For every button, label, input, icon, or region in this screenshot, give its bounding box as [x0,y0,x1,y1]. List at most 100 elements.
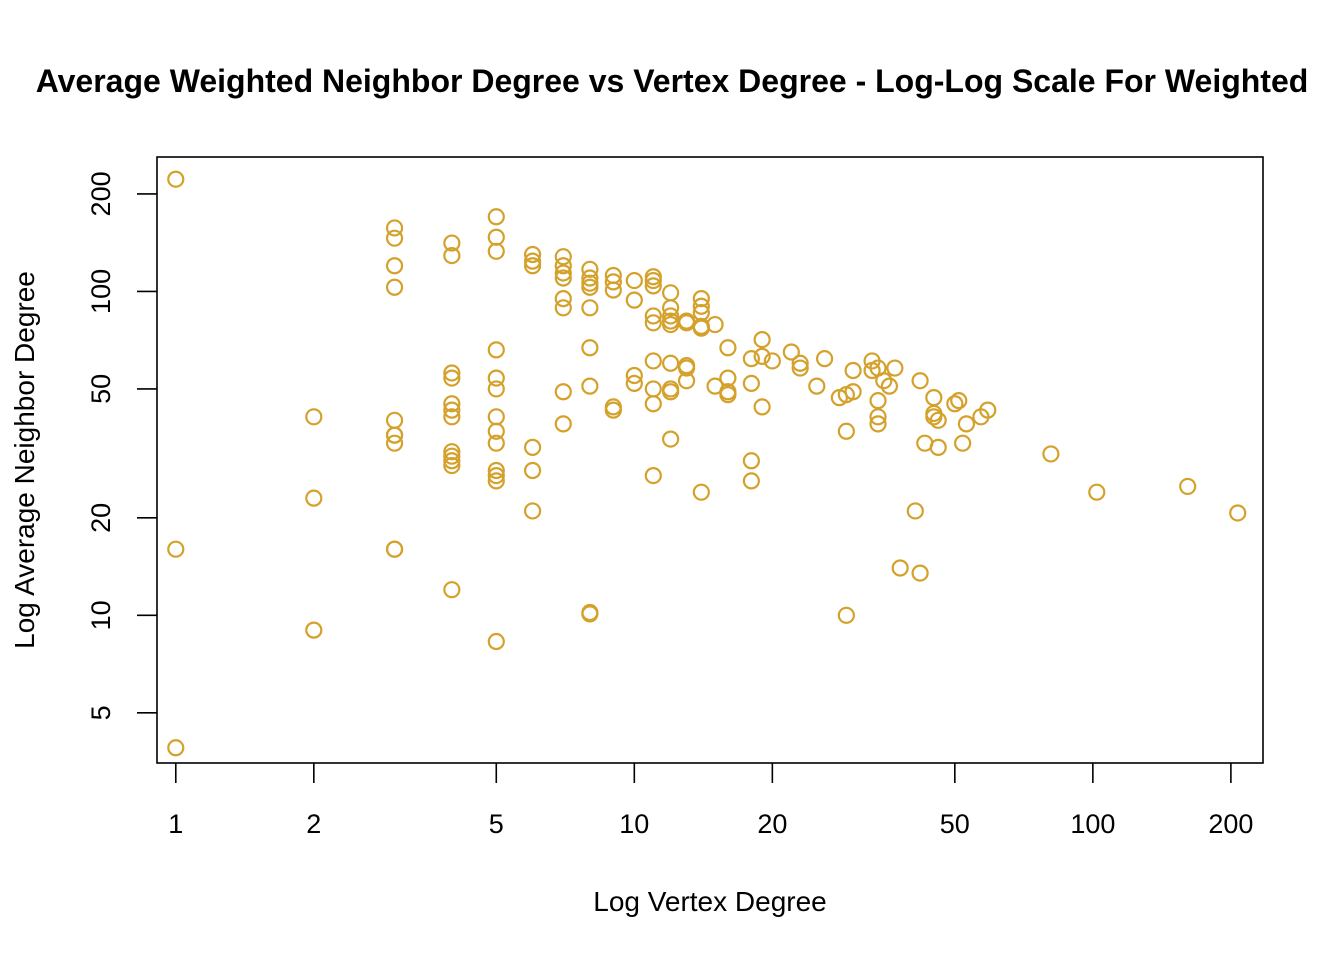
data-point [443,447,461,465]
data-point [677,359,696,377]
data-point [443,395,461,413]
data-point [167,540,185,558]
data-point [791,354,809,372]
data-point [880,377,899,395]
data-point [487,369,505,387]
data-point [891,559,909,577]
data-point [875,372,893,390]
data-point [385,229,404,247]
data-point [644,314,662,332]
data-point [925,389,943,407]
data-point [554,383,572,401]
data-point [742,472,760,490]
data-point [1229,504,1247,522]
data-point [706,315,724,334]
y-tick-label: 5 [86,705,116,720]
x-tick-label: 5 [489,809,504,839]
data-point [443,443,461,461]
data-point [554,264,572,282]
data-point [644,307,662,325]
x-tick-label: 10 [619,809,649,839]
data-point [305,489,323,507]
data-point [957,415,976,433]
data-point [742,374,760,393]
y-tick-label: 50 [86,374,116,404]
data-point [443,369,461,387]
data-point [385,219,404,237]
data-point [753,398,771,416]
data-point [523,245,542,264]
data-point [719,339,737,357]
data-point [487,422,505,440]
data-point [625,366,643,385]
data-point [929,411,947,429]
data-point [954,434,972,452]
data-point [581,278,599,296]
chart-title: Average Weighted Neighbor Degree vs Vert… [36,63,1309,99]
data-point [911,564,929,582]
data-point [487,242,505,260]
y-tick-label: 200 [86,171,116,216]
data-point [604,281,622,299]
data-point [487,472,505,490]
data-point [662,307,680,325]
x-tick-label: 2 [306,809,321,839]
data-point [763,352,781,370]
data-point [742,452,760,470]
data-point [886,359,904,377]
data-point [815,350,834,368]
data-point [581,260,599,278]
data-point [385,257,404,275]
data-point [581,339,599,357]
data-point [443,246,461,265]
data-point [950,392,968,410]
x-tick-label: 20 [757,809,787,839]
data-point [487,228,505,246]
data-point [581,269,599,287]
x-tick-label: 50 [940,809,970,839]
data-point [385,426,404,444]
data-point [662,383,680,401]
x-tick-label: 1 [168,809,183,839]
data-point [443,581,461,599]
data-point [844,383,862,401]
data-point [719,369,737,387]
data-point [523,252,542,270]
data-point [305,621,323,639]
data-point [443,452,461,470]
x-axis: 1 2 5 10 20 50 100 200 [168,763,1253,839]
data-point [869,392,887,410]
data-point [604,273,622,291]
data-point [869,415,887,433]
data-point [979,401,997,419]
data-point [487,632,505,651]
data-point [844,361,862,380]
x-tick-label: 200 [1208,809,1253,839]
data-point [305,408,323,426]
data-point [443,234,461,252]
data-point [487,461,505,480]
y-axis-label: Log Average Neighbor Degree [9,271,40,649]
data-point [742,350,760,368]
data-point [523,257,542,275]
data-point [487,434,505,452]
data-point [644,395,662,413]
data-point [554,299,572,317]
data-point [554,269,572,287]
x-tick-label: 100 [1070,809,1115,839]
data-point [662,315,680,334]
data-point [1179,477,1197,496]
data-point [677,372,696,390]
data-point [753,347,771,366]
data-point [487,408,505,426]
data-point [837,422,855,440]
data-point [791,359,809,377]
data-point [443,401,461,419]
data-point [753,330,771,349]
data-point [385,278,404,296]
data-point [929,438,947,456]
data-point [719,386,737,404]
data-point [837,606,855,624]
data-point [625,374,643,393]
